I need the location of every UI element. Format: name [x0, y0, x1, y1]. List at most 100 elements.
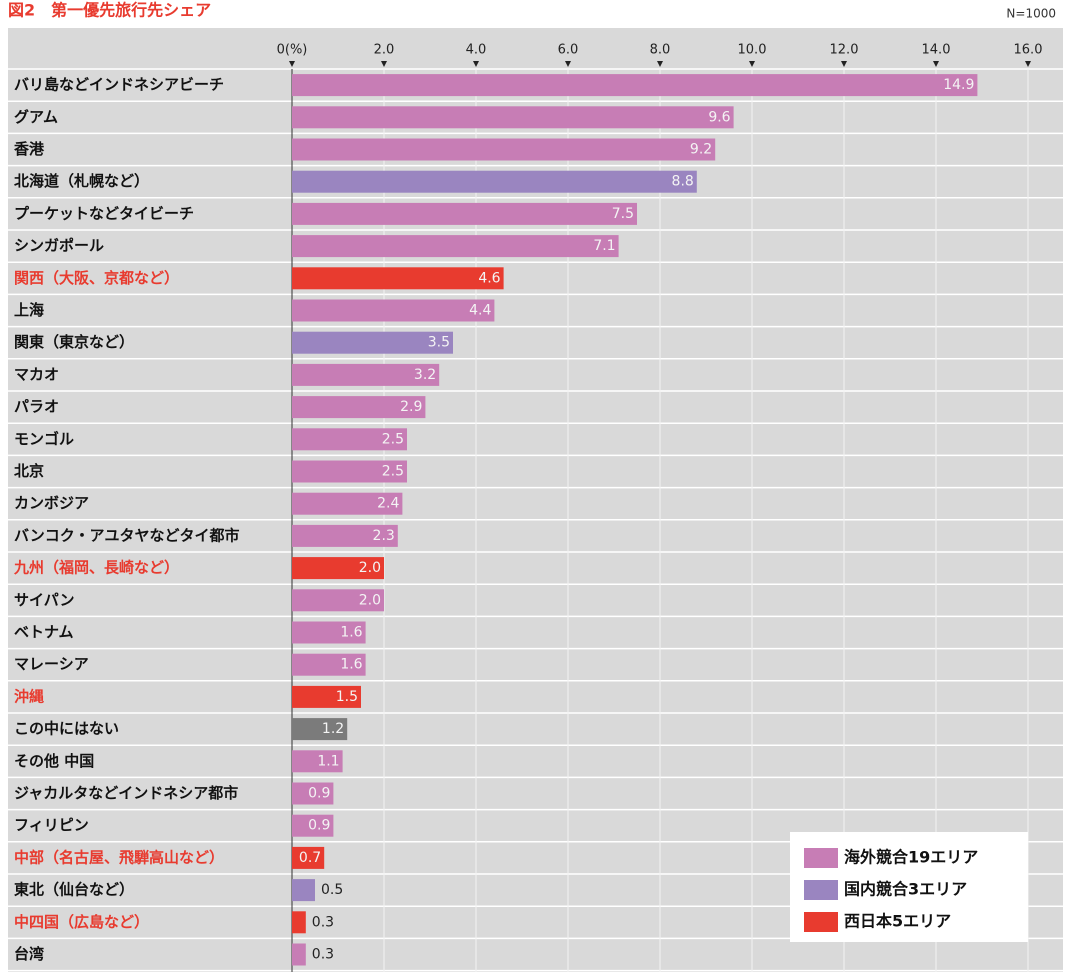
category-label: 北京	[14, 462, 44, 480]
value-label: 1.6	[340, 625, 362, 641]
tick-mark	[749, 61, 755, 67]
x-tick-label: 0(%)	[277, 43, 308, 58]
category-label: 九州（福岡、長崎など）	[13, 559, 179, 577]
tick-mark	[289, 61, 295, 67]
category-label: サイパン	[14, 591, 74, 609]
bar	[292, 74, 978, 97]
value-label: 0.3	[312, 914, 334, 930]
value-label: 4.6	[478, 270, 500, 286]
value-label: 0.9	[308, 818, 330, 834]
category-label: シンガポール	[14, 237, 104, 255]
bar	[292, 460, 407, 483]
value-label: 9.2	[690, 142, 712, 158]
bar	[292, 170, 697, 193]
category-label: 関西（大阪、京都など）	[14, 269, 179, 287]
category-label: プーケットなどタイビーチ	[14, 204, 194, 222]
tick-mark	[473, 61, 479, 67]
value-label: 4.4	[469, 303, 491, 319]
value-label: 7.5	[612, 206, 634, 222]
bar	[292, 653, 366, 676]
bar	[292, 685, 361, 708]
value-label: 9.6	[708, 109, 730, 125]
value-label: 0.9	[308, 786, 330, 802]
bar	[292, 782, 334, 805]
value-label: 1.6	[340, 657, 362, 673]
x-tick-label: 16.0	[1014, 43, 1043, 58]
category-label: その他 中国	[14, 752, 94, 770]
tick-mark	[381, 61, 387, 67]
x-tick-label: 8.0	[650, 43, 671, 58]
bar	[292, 106, 734, 129]
tick-mark	[933, 61, 939, 67]
bar	[292, 911, 306, 934]
bar	[292, 557, 384, 580]
value-label: 3.5	[428, 335, 450, 351]
legend-label: 国内競合3エリア	[844, 880, 967, 899]
category-label: 香港	[14, 140, 45, 158]
x-tick-label: 6.0	[558, 43, 579, 58]
legend-swatch	[804, 848, 838, 868]
sample-size: N=1000	[1006, 7, 1056, 21]
category-label: マカオ	[14, 365, 59, 383]
x-tick-label: 14.0	[922, 43, 951, 58]
bar	[292, 943, 306, 966]
bar	[292, 524, 398, 547]
x-tick-label: 2.0	[374, 43, 395, 58]
category-label: 沖縄	[14, 687, 44, 705]
value-label: 8.8	[672, 174, 694, 190]
bar	[292, 718, 348, 741]
tick-mark	[1025, 61, 1031, 67]
x-tick-label: 4.0	[466, 43, 487, 58]
value-label: 0.3	[312, 947, 334, 963]
bar	[292, 879, 315, 902]
bar	[292, 428, 407, 451]
value-label: 2.4	[377, 496, 399, 512]
value-label: 2.5	[382, 464, 404, 480]
chart-title: 図2 第一優先旅行先シェア	[8, 1, 211, 20]
category-label: パラオ	[14, 398, 59, 416]
bar	[292, 299, 495, 322]
category-label: ジャカルタなどインドネシア都市	[14, 784, 238, 802]
category-label: 中部（名古屋、飛騨高山など）	[14, 848, 224, 866]
category-label: バンコク・アユタヤなどタイ都市	[14, 526, 239, 544]
category-label: 北海道（札幌など）	[14, 172, 149, 190]
legend-swatch	[804, 912, 838, 932]
category-label: カンボジア	[14, 494, 89, 512]
category-label: 台湾	[14, 945, 44, 963]
category-label: モンゴル	[14, 430, 74, 448]
x-tick-label: 12.0	[830, 43, 859, 58]
bar	[292, 750, 343, 773]
bar	[292, 492, 403, 515]
category-label: マレーシア	[14, 655, 89, 673]
value-label: 7.1	[593, 238, 615, 254]
category-label: グアム	[14, 108, 58, 126]
bar	[292, 331, 453, 354]
tick-mark	[841, 61, 847, 67]
category-label: 中四国（広島など）	[14, 913, 149, 931]
value-label: 2.3	[373, 528, 395, 544]
value-label: 0.5	[321, 882, 343, 898]
tick-mark	[565, 61, 571, 67]
value-label: 2.5	[382, 431, 404, 447]
category-label: この中にはない	[14, 720, 119, 738]
value-label: 2.0	[359, 560, 381, 576]
bar	[292, 267, 504, 290]
category-label: 東北（仙台など）	[14, 881, 134, 899]
bar	[292, 202, 637, 225]
bar	[292, 621, 366, 644]
value-label: 3.2	[414, 367, 436, 383]
value-label: 1.1	[317, 753, 339, 769]
category-label: バリ島などインドネシアビーチ	[14, 76, 224, 94]
bar	[292, 138, 716, 161]
legend-label: 西日本5エリア	[844, 912, 951, 931]
legend-swatch	[804, 880, 838, 900]
value-label: 1.2	[322, 721, 344, 737]
x-tick-label: 10.0	[738, 43, 767, 58]
category-label: フィリピン	[14, 816, 89, 834]
bar	[292, 363, 440, 386]
bar	[292, 396, 426, 419]
category-label: ベトナム	[14, 623, 74, 641]
category-label: 関東（東京など）	[14, 333, 134, 351]
value-label: 1.5	[336, 689, 358, 705]
